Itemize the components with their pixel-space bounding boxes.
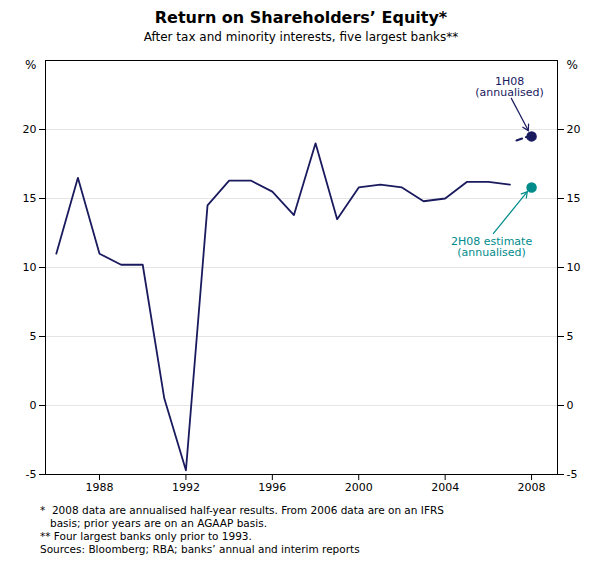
svg-text:2004: 2004 xyxy=(431,481,459,494)
svg-text:0: 0 xyxy=(30,399,37,412)
svg-text:-5: -5 xyxy=(567,468,578,481)
svg-text:1988: 1988 xyxy=(86,481,114,494)
svg-text:2008: 2008 xyxy=(518,481,546,494)
svg-text:20: 20 xyxy=(567,123,581,136)
svg-text:1996: 1996 xyxy=(258,481,286,494)
svg-text:%: % xyxy=(567,58,578,72)
svg-text:2000: 2000 xyxy=(345,481,373,494)
svg-text:0: 0 xyxy=(567,399,574,412)
svg-text:1992: 1992 xyxy=(172,481,200,494)
html-text:Return on Shareholders’ Equity: Return on Shareholders’ Equity* xyxy=(154,8,448,27)
svg-text:5: 5 xyxy=(567,330,574,343)
svg-text:10: 10 xyxy=(567,261,581,274)
svg-text:2H08 estimate(annualised): 2H08 estimate(annualised) xyxy=(451,235,532,259)
html-text:* 2008 data are annualised hal: * 2008 data are annualised half-year res… xyxy=(40,504,444,555)
svg-text:20: 20 xyxy=(23,123,37,136)
svg-text:1H08(annualised): 1H08(annualised) xyxy=(475,75,544,99)
svg-text:%: % xyxy=(25,58,36,72)
svg-text:15: 15 xyxy=(567,192,581,205)
html-text:After tax and minority interes: After tax and minority interests, five l… xyxy=(143,30,459,44)
svg-text:5: 5 xyxy=(30,330,37,343)
svg-text:-5: -5 xyxy=(26,468,37,481)
svg-text:10: 10 xyxy=(23,261,37,274)
svg-text:15: 15 xyxy=(23,192,37,205)
